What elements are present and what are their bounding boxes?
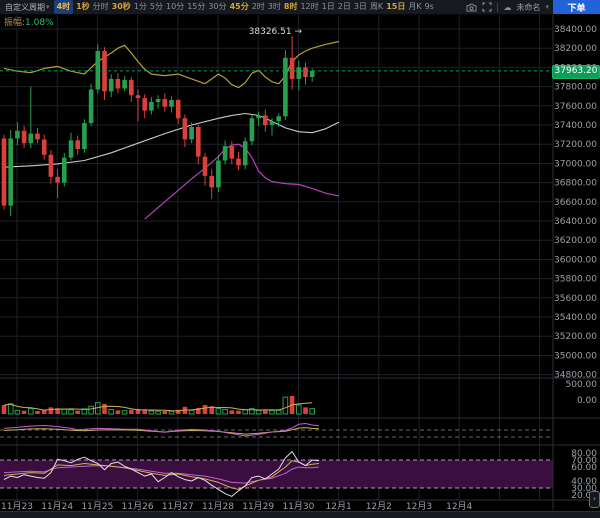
indicator-pane-kdj [0, 451, 553, 497]
period-button-row: 4时 1秒 分时 30秒 1分 5分 10分 15分 30分 45分 2时 3时 8时 12时 1日 2日 3日… [53, 0, 463, 14]
overlay-lines [3, 40, 340, 220]
svg-text:40.00: 40.00 [571, 477, 597, 487]
period-button[interactable]: 30分 [208, 2, 227, 11]
toolbar: 自定义周期 ▾ 4时 1秒 分时 30秒 1分 5分 10分 15分 30分 45分 2时 3时 8时 1… [0, 0, 600, 15]
toolbar-icons: ☁ 未命名 ▾ [462, 2, 553, 13]
period-button[interactable]: 15分 [187, 2, 206, 11]
candles-layer [1, 36, 315, 217]
svg-text:11月28: 11月28 [202, 501, 234, 512]
svg-text:11月30: 11月30 [282, 501, 314, 512]
expand-panel-handle[interactable]: › [589, 491, 600, 508]
svg-text:36000.00: 36000.00 [554, 255, 597, 265]
pane-dividers [0, 14, 600, 510]
svg-text:12月2: 12月2 [366, 501, 392, 512]
amplitude-value: 1.08% [25, 18, 54, 28]
svg-text:11月23: 11月23 [1, 501, 33, 512]
period-button[interactable]: 30秒 [111, 2, 131, 11]
account-name[interactable]: 未命名 [516, 2, 541, 12]
svg-text:12月4: 12月4 [446, 501, 472, 512]
period-button[interactable]: 2时 [251, 2, 265, 11]
svg-text:0.00: 0.00 [577, 396, 597, 406]
svg-text:37800.00: 37800.00 [554, 83, 597, 93]
period-button[interactable]: 9s [424, 2, 434, 11]
svg-text:35000.00: 35000.00 [554, 351, 597, 361]
svg-text:80.00: 80.00 [571, 449, 597, 459]
amplitude-label: 振幅: [4, 18, 26, 28]
axis-labels: 38400.0038200.0038000.0037800.0037600.00… [1, 25, 597, 512]
svg-text:35400.00: 35400.00 [554, 313, 597, 323]
period-button[interactable]: 3时 [267, 2, 281, 11]
amplitude-readout: 振幅:1.08% [4, 15, 54, 28]
svg-text:60.00: 60.00 [571, 463, 597, 473]
svg-text:36200.00: 36200.00 [554, 236, 597, 246]
svg-text:37000.00: 37000.00 [554, 159, 597, 169]
svg-text:36800.00: 36800.00 [554, 179, 597, 189]
svg-text:11月26: 11月26 [122, 501, 154, 512]
period-button[interactable]: 8时 [283, 2, 298, 11]
svg-text:12月3: 12月3 [406, 501, 432, 512]
account-chevron-icon: ▾ [545, 2, 549, 11]
period-button[interactable]: 15日 [386, 2, 406, 11]
svg-text:70.00: 70.00 [571, 456, 597, 466]
screenshot-camera-icon[interactable] [466, 3, 477, 12]
custom-period-label: 自定义周期 [5, 2, 45, 12]
period-button[interactable]: 12时 [300, 2, 319, 11]
svg-text:37200.00: 37200.00 [554, 140, 597, 150]
period-button[interactable]: 45分 [229, 2, 249, 11]
svg-text:11月29: 11月29 [242, 501, 274, 512]
svg-text:35200.00: 35200.00 [554, 332, 597, 342]
fullscreen-icon[interactable] [482, 2, 493, 12]
svg-text:11月24: 11月24 [41, 501, 73, 512]
high-price-annotation: 38326.51 → [248, 27, 302, 37]
order-button[interactable]: 下单 [553, 0, 600, 14]
svg-text:36600.00: 36600.00 [554, 198, 597, 208]
custom-period-dropdown[interactable]: 自定义周期 ▾ [0, 2, 54, 13]
svg-text:36400.00: 36400.00 [554, 217, 597, 227]
svg-text:37600.00: 37600.00 [554, 102, 597, 112]
svg-text:37400.00: 37400.00 [554, 121, 597, 131]
svg-text:11月27: 11月27 [162, 501, 194, 512]
toolbar-divider [497, 2, 499, 12]
svg-text:500.00: 500.00 [566, 380, 598, 390]
svg-text:34800.00: 34800.00 [554, 371, 597, 381]
period-button[interactable]: 2日 [337, 2, 351, 11]
period-button[interactable]: 1日 [321, 2, 335, 11]
period-button[interactable]: 10分 [166, 2, 185, 11]
period-button[interactable]: 4时 [53, 0, 74, 14]
period-button[interactable]: 1秒 [76, 2, 90, 11]
svg-text:35800.00: 35800.00 [554, 275, 597, 285]
cloud-save-icon[interactable]: ☁ [503, 2, 512, 12]
period-button[interactable]: 周K [369, 2, 384, 11]
indicator-pane-mid [0, 423, 553, 438]
svg-text:30.00: 30.00 [571, 484, 597, 494]
svg-text:11月25: 11月25 [81, 501, 113, 512]
chevron-down-icon: ▾ [46, 2, 50, 11]
period-button[interactable]: 月K [408, 2, 422, 11]
window-bottom-edge [0, 511, 600, 518]
svg-text:12月1: 12月1 [326, 501, 352, 512]
period-button[interactable]: 3日 [353, 2, 367, 11]
period-button[interactable]: 1分 [133, 2, 147, 11]
grid-layer [0, 14, 553, 500]
svg-text:20.00: 20.00 [571, 491, 597, 501]
current-price-tag: 37963.20 [552, 65, 600, 79]
svg-text:35600.00: 35600.00 [554, 294, 597, 304]
svg-text:38400.00: 38400.00 [554, 25, 597, 35]
volume-pane [1, 396, 315, 415]
svg-text:38200.00: 38200.00 [554, 44, 597, 54]
period-button[interactable]: 分时 [92, 2, 109, 11]
period-button[interactable]: 5分 [149, 2, 163, 11]
